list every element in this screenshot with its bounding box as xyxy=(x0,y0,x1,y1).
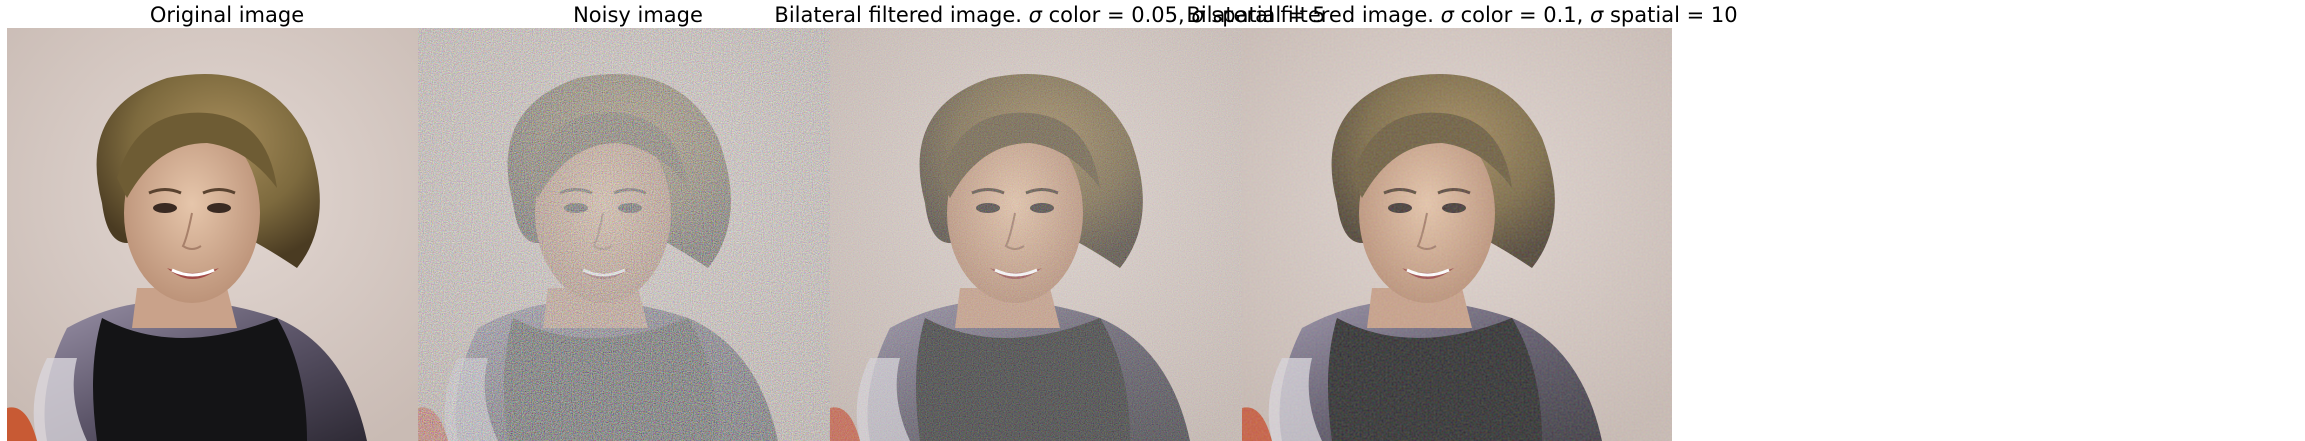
astronaut-portrait-noisy xyxy=(418,28,848,441)
astronaut-portrait-bilateral-light xyxy=(830,28,1260,441)
panel-bilateral-strong: Bilateral filtered image. σ color = 0.1,… xyxy=(1186,0,1738,441)
panel-bilateral-light: Bilateral filtered image. σ color = 0.05… xyxy=(774,0,1326,441)
astronaut-portrait-original xyxy=(7,28,437,441)
title-suffix: spatial = 5 xyxy=(1204,3,1326,27)
astronaut-portrait-bilateral-strong xyxy=(1242,28,1672,441)
sigma-symbol: σ xyxy=(1191,3,1205,27)
title-prefix: Bilateral filtered image. xyxy=(774,3,1029,27)
panel-title: Noisy image xyxy=(573,3,703,27)
sigma-symbol: σ xyxy=(1590,3,1604,27)
panel-title: Original image xyxy=(149,3,305,27)
sigma-symbol: σ xyxy=(1440,3,1454,27)
title-middle: color = 0.05, xyxy=(1041,3,1192,27)
panel-original: Original image xyxy=(7,0,447,441)
panel-title: Bilateral filtered image. σ color = 0.05… xyxy=(710,0,1390,30)
title-middle: color = 0.1, xyxy=(1453,3,1590,27)
sigma-symbol: σ xyxy=(1028,3,1042,27)
title-prefix: Bilateral filtered image. xyxy=(1186,3,1441,27)
panel-title: Bilateral filtered image. σ color = 0.1,… xyxy=(1122,0,1802,30)
title-suffix: spatial = 10 xyxy=(1603,3,1738,27)
panel-noisy: Noisy image xyxy=(418,0,858,441)
